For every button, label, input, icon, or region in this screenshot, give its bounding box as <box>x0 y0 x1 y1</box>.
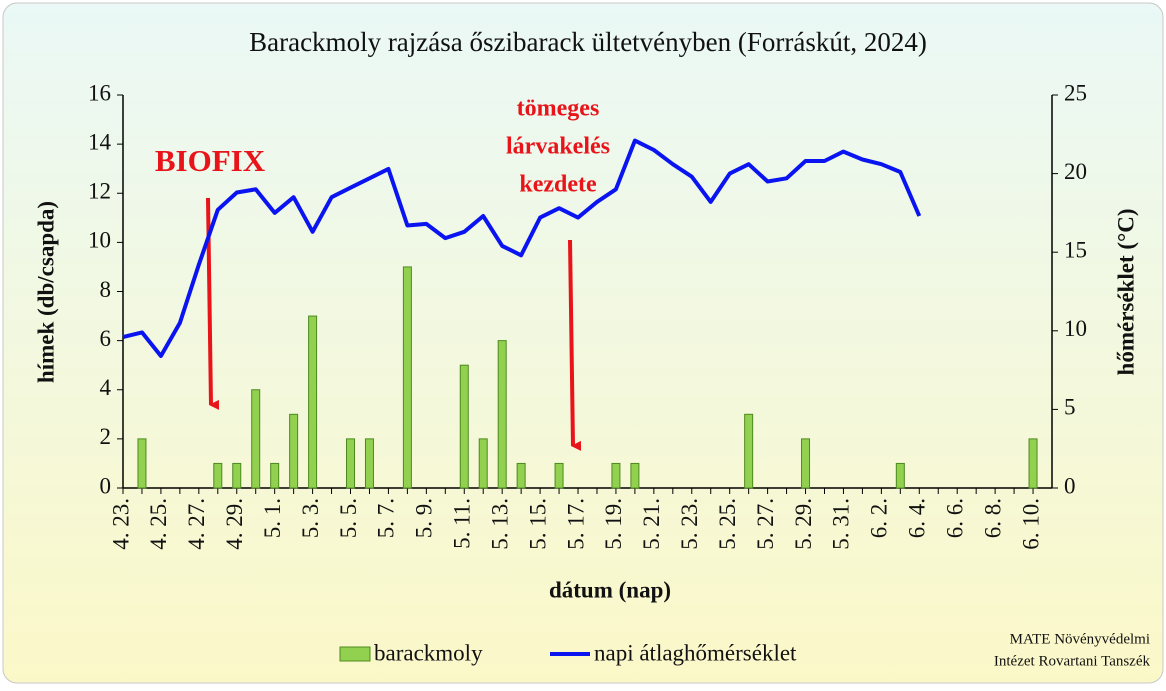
x-tick-label: 5. 15. <box>525 498 550 550</box>
annotation: BIOFIX <box>155 143 266 178</box>
chart-title: Barackmoly rajzása őszibarack ültetvényb… <box>249 27 927 57</box>
bar <box>895 462 905 489</box>
x-tick-label: 4. 27. <box>184 498 209 550</box>
bar <box>308 315 318 489</box>
x-axis-label: dátum (nap) <box>549 577 671 602</box>
bar <box>801 438 811 489</box>
x-tick-label: 5. 7. <box>374 498 399 538</box>
annotation: tömeges <box>517 96 600 122</box>
source: Intézet Rovartani Tanszék <box>994 653 1151 669</box>
bar <box>251 389 261 489</box>
y2-axis-label: hőmérséklet (°C) <box>1113 209 1138 376</box>
x-tick-label: 5. 19. <box>601 498 626 550</box>
x-tick-label: 5. 1. <box>260 498 285 538</box>
legend-swatch <box>339 646 371 662</box>
x-tick-label: 5. 29. <box>791 498 816 550</box>
annotation: kezdete <box>519 172 597 198</box>
y-tick-label: 6 <box>100 326 112 351</box>
bar <box>232 462 242 489</box>
bar <box>346 438 356 489</box>
x-tick-label: 5. 9. <box>412 498 437 538</box>
legend-label: napi átlaghőmérséklet <box>594 640 797 665</box>
x-tick-label: 4. 29. <box>222 498 247 550</box>
bar <box>516 462 526 489</box>
x-tick-label: 5. 3. <box>298 498 323 538</box>
bar <box>137 438 147 489</box>
x-tick-label: 5. 23. <box>677 498 702 550</box>
bar <box>478 438 488 489</box>
source: MATE Növényvédelmi <box>1010 631 1150 647</box>
annotation: lárvakelés <box>506 134 610 160</box>
y-axis-label: hímek (db/csapda) <box>33 201 58 383</box>
bar <box>630 462 640 489</box>
y-tick-label: 16 <box>88 80 111 105</box>
bar <box>744 413 754 489</box>
y2-tick-label: 25 <box>1064 80 1087 105</box>
y-tick-label: 10 <box>88 228 111 253</box>
x-tick-label: 6. 4. <box>905 498 930 538</box>
x-tick-label: 5. 13. <box>487 498 512 550</box>
bar <box>402 266 412 489</box>
legend-label: barackmoly <box>374 640 483 665</box>
y-tick-label: 4 <box>100 375 112 400</box>
x-tick-label: 6. 10. <box>1018 498 1043 550</box>
y-tick-label: 12 <box>88 179 111 204</box>
y-tick-label: 0 <box>100 473 112 498</box>
arrow <box>568 239 582 451</box>
line <box>122 138 922 358</box>
x-tick-label: 4. 23. <box>108 498 133 550</box>
bar <box>497 340 507 489</box>
x-tick-label: 5. 31. <box>829 498 854 550</box>
x-tick-label: 4. 25. <box>146 498 171 550</box>
x-tick-label: 6. 2. <box>867 498 892 538</box>
y2-tick-label: 20 <box>1064 159 1087 184</box>
x-tick-label: 5. 27. <box>753 498 778 550</box>
bar <box>459 364 469 489</box>
y2-tick-label: 10 <box>1064 316 1087 341</box>
bar <box>1028 438 1038 489</box>
bar <box>611 462 621 489</box>
x-tick-label: 5. 5. <box>336 498 361 538</box>
x-tick-label: 5. 25. <box>715 498 740 550</box>
x-tick-label: 5. 17. <box>563 498 588 550</box>
bar <box>213 462 223 489</box>
y2-tick-label: 5 <box>1064 395 1076 420</box>
bar <box>270 462 280 489</box>
x-tick-label: 6. 6. <box>942 498 967 538</box>
y2-tick-label: 0 <box>1064 473 1076 498</box>
bar <box>289 413 299 489</box>
y2-tick-label: 15 <box>1064 237 1087 262</box>
y-tick-label: 14 <box>88 129 112 154</box>
bar <box>364 438 374 489</box>
x-tick-label: 5. 11. <box>450 498 475 549</box>
x-tick-label: 6. 8. <box>980 498 1005 538</box>
x-tick-label: 5. 21. <box>639 498 664 550</box>
y-tick-label: 8 <box>100 277 112 302</box>
bar <box>554 462 564 489</box>
y-tick-label: 2 <box>100 424 112 449</box>
